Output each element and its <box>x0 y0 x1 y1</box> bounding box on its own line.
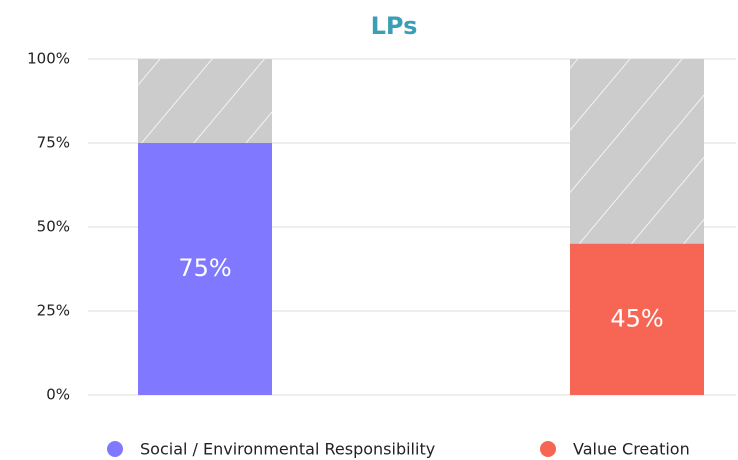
legend-swatch <box>540 441 556 457</box>
chart-title: LPs <box>371 12 418 40</box>
bar <box>570 243 704 395</box>
data-label: 45% <box>610 304 663 332</box>
legend-label: Value Creation <box>573 440 690 459</box>
y-tick-label: 75% <box>37 134 70 152</box>
legend-label: Social / Environmental Responsibility <box>140 440 435 459</box>
y-tick-label: 25% <box>37 302 70 320</box>
y-tick-label: 0% <box>46 386 70 404</box>
data-label: 75% <box>178 254 231 282</box>
y-tick-label: 100% <box>27 50 70 68</box>
bar <box>138 143 272 395</box>
y-tick-label: 50% <box>37 218 70 236</box>
legend-swatch <box>107 441 123 457</box>
